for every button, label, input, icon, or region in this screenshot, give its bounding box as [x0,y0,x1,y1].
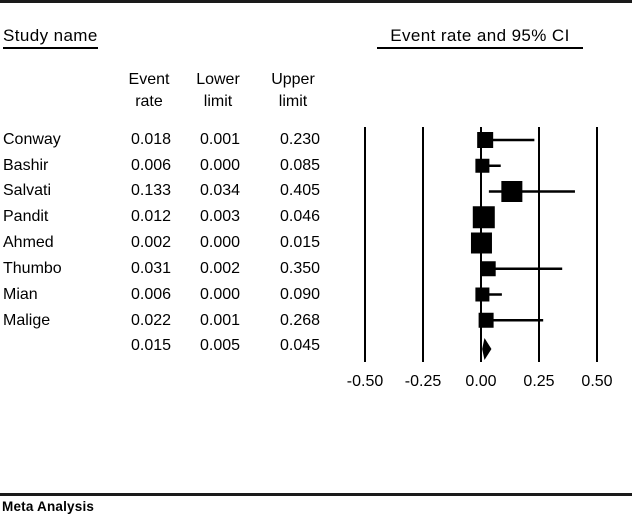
column-header-line: Upper [271,71,315,88]
event-rate-cell: 0.031 [130,260,172,277]
lower-limit-cell: 0.002 [199,260,241,277]
event-rate-cell: 0.006 [130,157,172,174]
event-rate-cell: 0.133 [130,182,172,199]
upper-limit-cell: 0.405 [279,182,321,199]
axis-tick-label: -0.50 [347,373,384,390]
study-name-cell: Bashir [3,157,49,174]
axis-tick-label: 0.00 [465,373,496,390]
point-estimate-marker-ahmed [470,232,492,254]
axis-tick-label: 0.50 [581,373,612,390]
study-name-cell: Ahmed [3,234,54,251]
point-estimate-marker-salvati [501,181,523,202]
column-header-line: Lower [196,71,240,88]
study-name-cell: Malige [3,312,51,329]
lower-limit-cell: 0.034 [199,182,241,199]
table-row: Thumbo 0.031 0.002 0.350 [0,256,340,282]
point-estimate-marker-thumbo [480,261,496,277]
bottom-rule [0,493,632,496]
lower-limit-cell: 0.000 [199,234,241,251]
column-header-line: Event [128,71,170,88]
lower-limit-cell: 0.001 [199,131,241,148]
event-rate-cell: 0.018 [130,131,172,148]
table-row summary: 0.015 0.005 0.045 [0,333,340,359]
column-header-lower-limit: Lower limit [178,69,258,113]
study-name-cell: Salvati [3,182,52,199]
study-name-cell: Pandit [3,208,49,225]
event-rate-cell: 0.006 [130,286,172,303]
upper-limit-cell: 0.350 [279,260,321,277]
lower-limit-cell: 0.003 [199,208,241,225]
event-rate-ci-header: Event rate and 95% CI [377,26,583,49]
point-estimate-marker-bashir [475,158,490,173]
study-name-cell: Thumbo [3,260,62,277]
table-row: Salvati 0.133 0.034 0.405 [0,178,340,204]
table-row: Bashir 0.006 0.000 0.085 [0,153,340,179]
table-row: Pandit 0.012 0.003 0.046 [0,204,340,230]
event-rate-cell: 0.015 [130,337,172,354]
upper-limit-cell: 0.230 [279,131,321,148]
upper-limit-cell: 0.085 [279,157,321,174]
upper-limit-cell: 0.045 [279,337,321,354]
upper-limit-cell: 0.090 [279,286,321,303]
table-row: Malige 0.022 0.001 0.268 [0,308,340,334]
point-estimate-marker-mian [475,287,490,302]
lower-limit-cell: 0.000 [199,286,241,303]
summary-diamond [482,338,492,360]
axis-tick-label: -0.25 [405,373,442,390]
column-header-line: limit [278,93,308,110]
event-rate-cell: 0.002 [130,234,172,251]
column-header-line: rate [135,93,163,110]
table-row: Mian 0.006 0.000 0.090 [0,282,340,308]
column-header-line: limit [203,93,233,110]
column-header-event-rate: Event rate [109,69,189,113]
point-estimate-marker-pandit [472,206,495,229]
upper-limit-cell: 0.046 [279,208,321,225]
event-rate-cell: 0.012 [130,208,172,225]
upper-limit-cell: 0.268 [279,312,321,329]
upper-limit-cell: 0.015 [279,234,321,251]
study-name-header: Study name [3,26,98,49]
study-name-cell: Conway [3,131,61,148]
lower-limit-cell: 0.005 [199,337,241,354]
study-name-cell: Mian [3,286,38,303]
meta-analysis-footer-label: Meta Analysis [2,499,95,514]
lower-limit-cell: 0.001 [199,312,241,329]
lower-limit-cell: 0.000 [199,157,241,174]
table-row: Conway 0.018 0.001 0.230 [0,127,340,153]
event-rate-cell: 0.022 [130,312,172,329]
top-rule [0,0,632,3]
point-estimate-marker-conway [477,132,494,148]
axis-tick-label: 0.25 [523,373,554,390]
point-estimate-marker-malige [478,312,494,328]
column-header-upper-limit: Upper limit [253,69,333,113]
table-row: Ahmed 0.002 0.000 0.015 [0,230,340,256]
